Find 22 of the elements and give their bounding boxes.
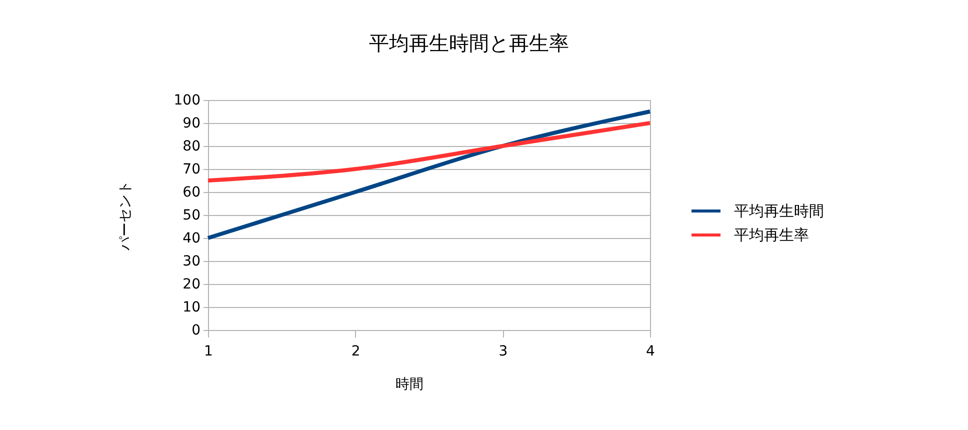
y-tick-label: 40 [182, 230, 200, 246]
line-series [206, 110, 652, 240]
y-tick-label: 0 [192, 322, 200, 338]
line-series [206, 121, 652, 182]
x-tick-label: 4 [646, 344, 656, 360]
chart-title: 平均再生時間と再生率 [369, 31, 569, 55]
y-tick-label: 100 [174, 92, 200, 108]
legend-label: 平均再生率 [734, 226, 809, 244]
legend-label: 平均再生時間 [734, 202, 824, 220]
y-axis-title: パーセント [118, 180, 134, 252]
y-tick-label: 30 [182, 254, 200, 270]
y-tick-label: 20 [182, 276, 200, 292]
y-tick-label: 80 [182, 138, 200, 154]
y-tick-label: 60 [182, 184, 200, 200]
x-tick-label: 2 [351, 344, 360, 360]
x-tick-label: 1 [204, 344, 213, 360]
y-tick-label: 70 [182, 162, 200, 178]
y-tick-label: 50 [182, 208, 200, 224]
x-tick-label: 3 [498, 344, 508, 360]
x-axis-title: 時間 [396, 376, 424, 392]
y-tick-label: 10 [182, 300, 200, 316]
y-tick-label: 90 [182, 116, 200, 132]
